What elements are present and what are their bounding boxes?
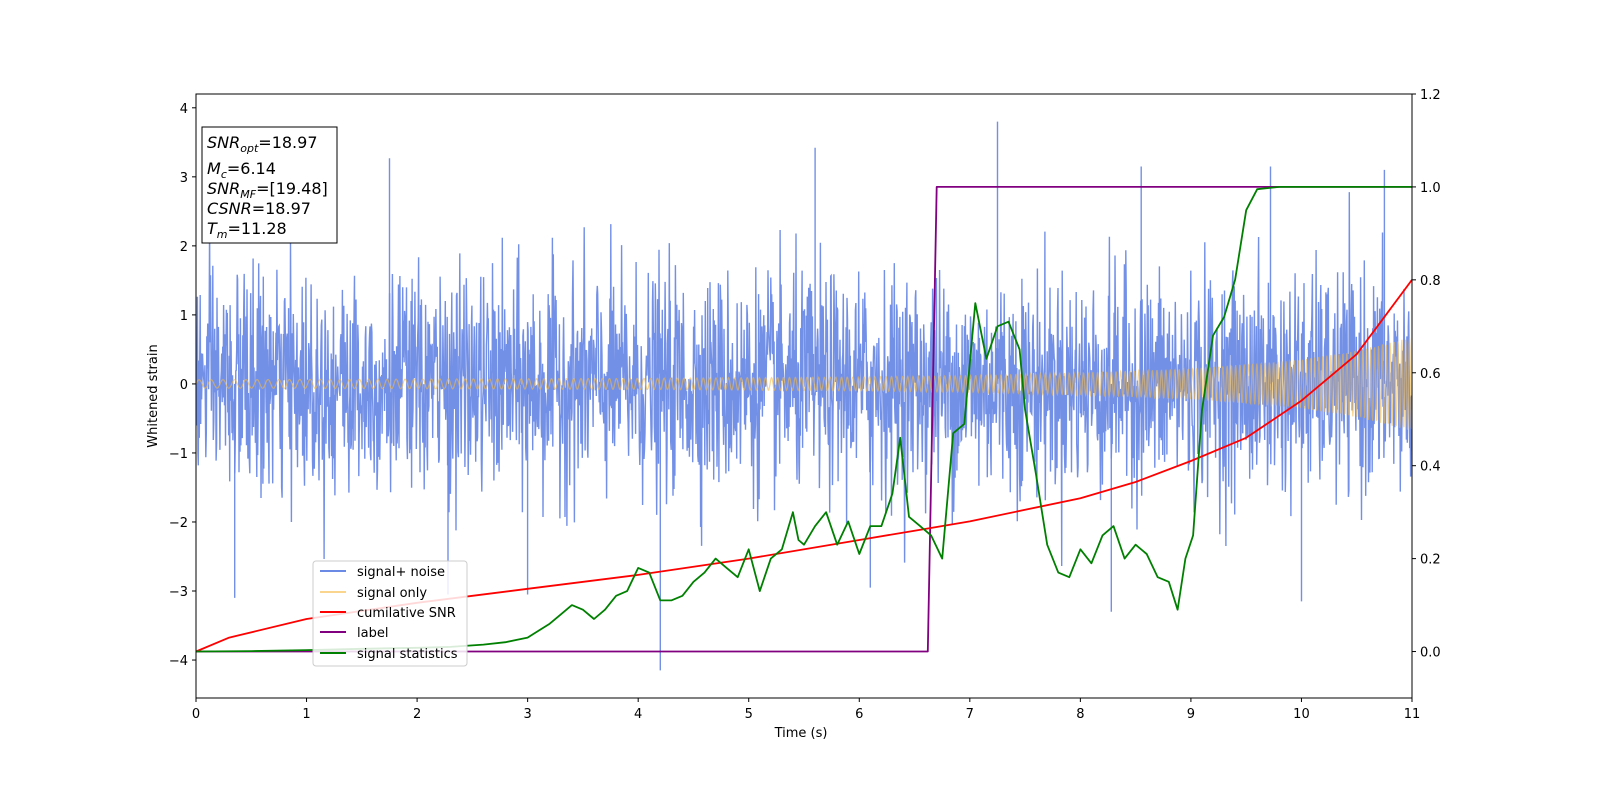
series-label bbox=[196, 186, 1412, 653]
info-snr-opt: SNRopt=18.97 bbox=[207, 133, 318, 155]
x-tick-label: 10 bbox=[1293, 707, 1310, 722]
y-right-tick-label: 0.0 bbox=[1420, 646, 1441, 661]
legend-frame bbox=[312, 560, 468, 667]
legend-label-signal-noise: signal+ noise bbox=[357, 565, 445, 580]
y-axis-left-label: Whitened strain bbox=[146, 344, 161, 447]
legend-label-signal-only: signal only bbox=[357, 586, 427, 601]
y-left-tick-label: 1 bbox=[180, 309, 188, 324]
y-left-tick-label: 3 bbox=[180, 171, 188, 186]
x-tick-label: 4 bbox=[634, 707, 642, 722]
info-chirp-mass: Mc=6.14 bbox=[207, 159, 276, 181]
legend-label-cumulative-snr: cumilative SNR bbox=[357, 606, 456, 621]
x-tick-label: 9 bbox=[1187, 707, 1195, 722]
legend: signal+ noise signal only cumilative SNR… bbox=[312, 560, 468, 667]
series-signal-statistics bbox=[196, 186, 1412, 653]
series-signal-noise-spikes bbox=[234, 121, 1386, 671]
y-axis-right: 0.0 0.2 0.4 0.6 0.8 1.0 1.2 bbox=[1412, 88, 1441, 661]
signal-only-layer bbox=[196, 337, 1412, 430]
y-right-tick-label: 0.8 bbox=[1420, 274, 1441, 289]
legend-label-label: label bbox=[357, 626, 388, 641]
x-tick-label: 5 bbox=[745, 707, 753, 722]
y-right-tick-label: 0.4 bbox=[1420, 460, 1441, 475]
x-axis-label: Time (s) bbox=[774, 726, 828, 741]
info-csnr: CSNR=18.97 bbox=[207, 199, 311, 218]
y-right-tick-label: 0.2 bbox=[1420, 553, 1441, 568]
y-left-tick-label: 4 bbox=[180, 102, 188, 117]
y-left-tick-label: 0 bbox=[180, 378, 188, 393]
info-box: SNRopt=18.97 Mc=6.14 SNRMF=[19.48] CSNR=… bbox=[201, 126, 338, 244]
x-tick-label: 7 bbox=[966, 707, 974, 722]
y-left-tick-label: −3 bbox=[169, 585, 188, 600]
y-left-tick-label: −2 bbox=[169, 516, 188, 531]
y-left-tick-label: −4 bbox=[169, 654, 188, 669]
y-left-tick-label: −1 bbox=[169, 447, 188, 462]
x-tick-label: 6 bbox=[855, 707, 863, 722]
x-tick-label: 11 bbox=[1404, 707, 1421, 722]
y-right-tick-label: 0.6 bbox=[1420, 367, 1441, 382]
x-tick-label: 3 bbox=[523, 707, 531, 722]
y-left-tick-label: 2 bbox=[180, 240, 188, 255]
x-tick-label: 1 bbox=[302, 707, 310, 722]
x-tick-label: 2 bbox=[413, 707, 421, 722]
x-axis: 0 1 2 3 4 5 6 7 8 9 10 11 bbox=[192, 698, 1420, 722]
plot-frame bbox=[195, 93, 1413, 699]
x-tick-label: 0 bbox=[192, 707, 200, 722]
info-box-frame bbox=[201, 126, 338, 244]
y-right-tick-label: 1.2 bbox=[1420, 88, 1441, 103]
x-tick-label: 8 bbox=[1076, 707, 1084, 722]
info-merger-time: Tm=11.28 bbox=[207, 219, 287, 241]
y-axis-left: −4 −3 −2 −1 0 1 2 3 4 bbox=[169, 102, 196, 669]
series-signal-only bbox=[196, 337, 1412, 430]
legend-label-signal-statistics: signal statistics bbox=[357, 647, 458, 662]
y-right-tick-label: 1.0 bbox=[1420, 181, 1441, 196]
info-snr-mf: SNRMF=[19.48] bbox=[207, 179, 328, 201]
